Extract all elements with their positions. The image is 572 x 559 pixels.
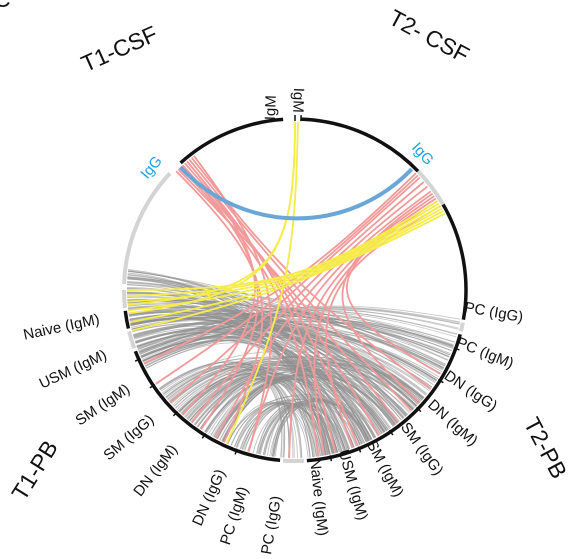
ring-sector-empty	[416, 169, 445, 206]
pb-link	[194, 369, 395, 426]
ring-tick	[201, 432, 207, 439]
pb-link	[140, 307, 460, 358]
igm-links	[126, 121, 446, 444]
ring-tick	[437, 378, 444, 384]
ring-tick	[357, 446, 362, 453]
ring-sector	[300, 117, 420, 173]
igg-link	[169, 176, 421, 404]
pb-link	[139, 313, 454, 355]
shared-igg-links	[178, 165, 414, 221]
segment-label-t2-csf-igm: IgM	[289, 87, 307, 114]
igg-link	[288, 195, 435, 458]
ring-tick	[234, 448, 238, 455]
ring-tick	[134, 358, 141, 362]
pb-link	[133, 322, 427, 396]
pb-link	[227, 394, 380, 445]
pb-link	[239, 402, 330, 455]
ring-tick	[453, 347, 460, 351]
igg-link	[193, 155, 273, 452]
igg-link	[186, 160, 337, 454]
pb-link	[133, 319, 444, 369]
igg-link	[341, 192, 434, 404]
pb-link	[242, 403, 314, 458]
pb-link	[127, 282, 445, 367]
pb-link	[160, 357, 398, 424]
pb-link	[217, 369, 408, 440]
pb-links	[126, 269, 461, 459]
igg-link	[155, 174, 419, 385]
ring-sector-empty	[458, 322, 465, 332]
pb-link	[170, 368, 302, 458]
igg-link	[215, 185, 428, 439]
pb-link	[170, 360, 400, 422]
ring-sector	[123, 310, 131, 329]
pb-link	[236, 399, 361, 448]
ring-sector	[441, 203, 468, 321]
segment-label-t1-csf-igm: IgM	[262, 94, 280, 121]
igg-link	[175, 170, 264, 443]
ring-sector	[133, 350, 281, 463]
igm-link	[131, 212, 446, 332]
pb-link	[200, 373, 377, 438]
shared-igg-link	[178, 165, 414, 221]
panel-letter: C	[0, 0, 11, 11]
ring-tick	[172, 411, 179, 417]
ring-tick	[388, 429, 394, 436]
igm-link	[128, 207, 443, 312]
pb-link	[235, 397, 371, 448]
sector-ring	[121, 115, 468, 464]
ring-sector	[306, 333, 462, 463]
pb-link	[159, 357, 388, 431]
igm-link	[127, 205, 441, 303]
ring-sector-empty	[127, 330, 137, 350]
pb-link	[199, 371, 387, 432]
ring-sector-empty	[121, 289, 127, 309]
pb-link	[173, 356, 423, 407]
igm-link	[127, 121, 296, 306]
igm-link	[127, 200, 438, 297]
pb-link	[227, 401, 309, 458]
pb-link	[273, 399, 372, 457]
ring-tick	[416, 406, 422, 413]
ring-tick	[329, 455, 333, 462]
ring-sector	[179, 117, 284, 165]
ring-tick	[149, 383, 156, 389]
pb-link	[127, 274, 389, 431]
igg-link	[247, 190, 432, 452]
pb-link	[182, 367, 389, 430]
pb-link	[263, 398, 376, 456]
igm-link	[129, 210, 444, 323]
igg-link	[190, 181, 425, 423]
pb-link	[271, 401, 366, 457]
ring-sector-empty	[122, 172, 172, 285]
